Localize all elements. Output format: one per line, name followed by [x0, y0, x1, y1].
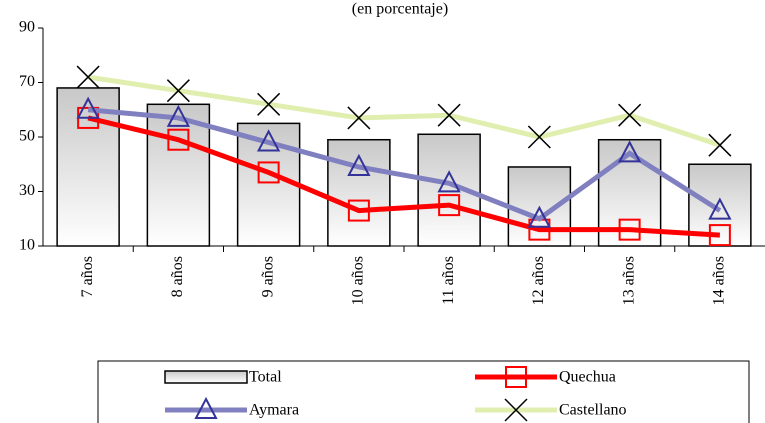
marker	[347, 153, 371, 176]
marker	[437, 103, 461, 127]
chart-subtitle: (en porcentaje)	[352, 1, 448, 18]
bar	[56, 87, 120, 247]
y-tick-label: 70	[19, 73, 35, 90]
marker	[708, 133, 732, 157]
x-tick-label: 13 años	[620, 256, 637, 305]
marker	[347, 106, 371, 130]
bar	[146, 103, 211, 247]
y-tick-label: 10	[19, 237, 35, 254]
marker	[166, 104, 191, 127]
marker	[708, 224, 731, 247]
marker	[708, 197, 732, 220]
legend-marker	[194, 396, 218, 419]
legend-label: Aymara	[249, 402, 299, 419]
y-tick-label: 30	[19, 182, 35, 199]
x-tick-label: 12 años	[530, 256, 547, 305]
y-tick-label: 90	[19, 19, 35, 36]
legend-swatch	[164, 370, 248, 384]
x-tick-label: 9 años	[259, 256, 276, 297]
marker	[527, 125, 551, 149]
marker	[438, 194, 461, 217]
line	[87, 107, 722, 222]
x-tick-label: 14 años	[711, 256, 728, 305]
marker	[257, 161, 280, 184]
marker	[437, 170, 461, 193]
x-tick-label: 11 años	[440, 256, 457, 305]
line	[87, 115, 721, 238]
legend-label: Castellano	[559, 402, 627, 419]
x-tick-label: 7 años	[79, 256, 96, 297]
legend-marker	[504, 398, 528, 422]
marker	[257, 92, 281, 116]
marker	[76, 65, 100, 89]
x-tick-label: 8 años	[169, 256, 186, 297]
legend-label: Total	[249, 369, 282, 386]
marker	[76, 96, 100, 119]
marker	[618, 103, 642, 127]
marker	[167, 128, 190, 151]
marker	[617, 140, 642, 163]
marker	[527, 205, 552, 228]
legend-label: Quechua	[559, 369, 616, 386]
marker	[618, 218, 641, 241]
y-tick-label: 50	[19, 128, 35, 145]
x-tick-label: 10 años	[350, 256, 367, 305]
legend-marker	[505, 366, 527, 388]
marker	[166, 79, 190, 103]
marker	[256, 129, 281, 152]
marker	[347, 199, 370, 222]
bar	[236, 122, 301, 247]
line	[87, 74, 721, 148]
